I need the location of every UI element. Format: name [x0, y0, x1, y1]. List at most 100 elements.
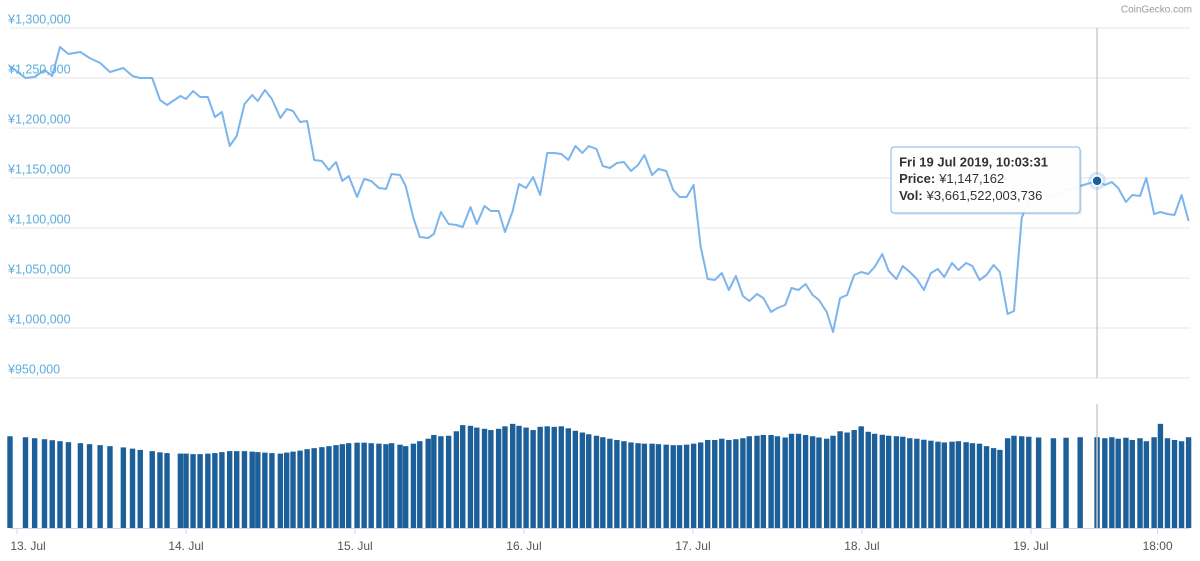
- volume-bar: [871, 433, 878, 528]
- volume-bar: [226, 451, 233, 528]
- volume-bar: [914, 438, 920, 528]
- volume-bar: [858, 426, 864, 528]
- volume-bar: [149, 451, 155, 528]
- volume-bar: [641, 443, 648, 528]
- volume-bar: [593, 435, 600, 528]
- volume-bar: [754, 435, 760, 528]
- volume-bar: [269, 453, 275, 528]
- volume-bar: [1164, 438, 1171, 528]
- volume-bar: [676, 445, 683, 528]
- volume-bars: [7, 423, 1192, 528]
- volume-bar: [558, 426, 564, 528]
- volume-bar: [809, 436, 816, 528]
- volume-bar: [431, 435, 437, 528]
- volume-bar: [339, 444, 346, 528]
- volume-bar: [77, 443, 84, 528]
- volume-bar: [523, 427, 529, 528]
- volume-bar: [49, 440, 55, 528]
- volume-bar: [509, 423, 516, 528]
- y-tick-label: ¥1,300,000: [7, 12, 71, 26]
- volume-bar: [655, 444, 662, 528]
- volume-bar: [976, 443, 983, 528]
- volume-bar: [824, 438, 830, 528]
- volume-bar: [383, 444, 389, 528]
- volume-bar: [670, 445, 676, 528]
- volume-bar: [663, 444, 669, 528]
- tooltip-box: [890, 146, 1081, 214]
- volume-bar: [969, 443, 976, 528]
- volume-bar: [157, 452, 163, 528]
- volume-bar: [425, 438, 431, 528]
- volume-bar: [690, 443, 697, 528]
- tooltip-label: Vol:: [899, 188, 923, 203]
- volume-bar: [740, 438, 746, 528]
- volume-bar: [164, 453, 170, 528]
- volume-bar: [219, 452, 225, 528]
- volume-bar: [1185, 437, 1192, 528]
- volume-bar: [1157, 423, 1164, 528]
- volume-bar: [304, 449, 310, 528]
- volume-bar: [837, 431, 843, 528]
- volume-bar: [1123, 437, 1129, 528]
- volume-bar: [1004, 438, 1011, 528]
- volume-bar: [57, 441, 63, 528]
- volume-bar: [388, 443, 395, 528]
- tooltip-value: ¥3,661,522,003,736: [926, 188, 1043, 203]
- volume-bar: [65, 442, 72, 528]
- volume-bar: [537, 426, 543, 528]
- x-tick-label: 16. Jul: [506, 539, 541, 553]
- volume-bar: [297, 450, 303, 528]
- volume-bar: [879, 434, 886, 528]
- volume-bar: [460, 425, 466, 528]
- y-tick-label: ¥950,000: [7, 362, 60, 376]
- volume-bar: [402, 446, 409, 528]
- volume-bar: [31, 438, 38, 528]
- volume-bar: [1129, 439, 1135, 528]
- volume-bar: [900, 436, 906, 528]
- volume-bar: [1137, 438, 1143, 528]
- volume-bar: [333, 445, 339, 528]
- x-tick-label: 13. Jul: [10, 539, 45, 553]
- volume-bar: [120, 447, 127, 528]
- volume-bar: [802, 435, 809, 528]
- volume-bar: [955, 441, 962, 528]
- volume-bar: [205, 453, 211, 528]
- volume-bar: [733, 439, 739, 528]
- x-tick-label: 15. Jul: [337, 539, 372, 553]
- volume-bar: [1178, 441, 1185, 528]
- volume-bar: [935, 441, 941, 528]
- volume-bar: [683, 444, 690, 528]
- volume-bar: [600, 437, 606, 528]
- price-line: [9, 46, 1190, 333]
- volume-bar: [453, 431, 460, 528]
- volume-bar: [7, 436, 13, 528]
- tooltip-value: ¥1,147,162: [938, 171, 1004, 186]
- x-tick-label: 17. Jul: [675, 539, 710, 553]
- volume-bar: [190, 454, 196, 528]
- volume-bar: [234, 451, 240, 528]
- volume-bar: [768, 435, 774, 528]
- volume-bar: [1019, 436, 1025, 528]
- volume-bar: [86, 444, 93, 528]
- x-tick-label: 14. Jul: [168, 539, 203, 553]
- volume-bar: [97, 445, 103, 528]
- volume-bar: [565, 428, 572, 528]
- volume-bar: [283, 452, 290, 528]
- volume-bar: [795, 433, 802, 528]
- volume-bar: [397, 444, 403, 528]
- volume-bar: [368, 443, 374, 528]
- volume-bar: [474, 427, 480, 528]
- volume-bar: [326, 446, 332, 528]
- y-tick-label: ¥1,050,000: [7, 262, 71, 276]
- volume-bar: [262, 452, 268, 528]
- volume-bar: [586, 434, 592, 528]
- volume-bar: [851, 430, 857, 528]
- tooltip-row: Price: ¥1,147,162: [899, 171, 1004, 186]
- volume-bar: [963, 442, 969, 528]
- volume-bar: [481, 428, 488, 528]
- volume-bar: [1050, 438, 1057, 528]
- volume-bar: [997, 449, 1003, 528]
- volume-bar: [893, 436, 900, 528]
